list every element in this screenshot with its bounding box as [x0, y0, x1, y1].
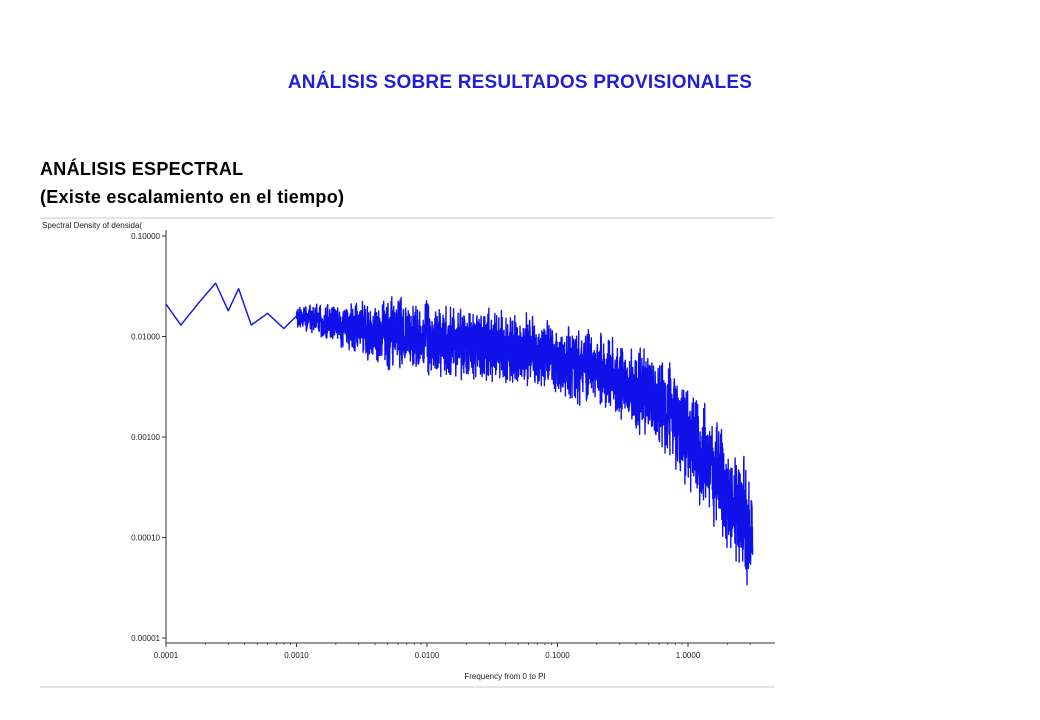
slide-title: ANÁLISIS SOBRE RESULTADOS PROVISIONALES — [287, 72, 753, 93]
section-subheading: (Existe escalamiento en el tiempo) — [40, 187, 345, 207]
y-tick-label: 0.00010 — [131, 534, 160, 543]
y-tick-label: 0.00001 — [131, 634, 160, 643]
y-tick-label: 0.01000 — [131, 333, 160, 342]
x-tick-label: 0.0001 — [154, 651, 179, 660]
x-tick-label: 0.0100 — [415, 651, 440, 660]
section-heading: ANÁLISIS ESPECTRAL — [40, 159, 244, 179]
x-tick-label: 0.1000 — [545, 651, 570, 660]
x-tick-label: 1.0000 — [676, 651, 701, 660]
y-tick-label: 0.10000 — [131, 232, 160, 241]
y-tick-label: 0.00100 — [131, 433, 160, 442]
x-tick-label: 0.0010 — [284, 651, 309, 660]
y-axis-label: Spectral Density of densida( — [42, 221, 142, 230]
x-axis-label: Frequency from 0 to PI — [464, 672, 545, 681]
spectral-density-series — [165, 282, 754, 586]
